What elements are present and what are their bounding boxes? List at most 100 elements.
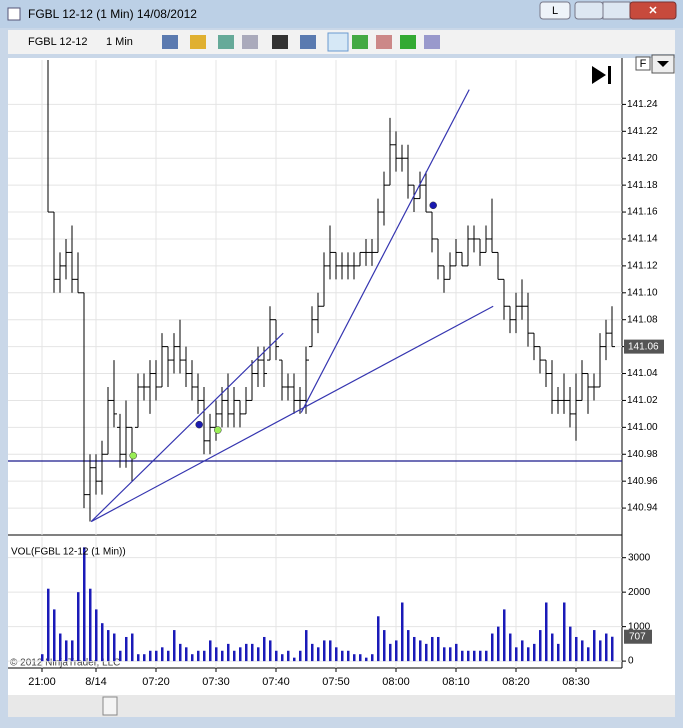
volume-bar xyxy=(485,650,488,662)
volume-bar xyxy=(569,626,572,662)
volume-bar xyxy=(191,654,194,662)
y-tick-label: 141.12 xyxy=(627,261,658,272)
volume-bar xyxy=(299,650,302,662)
volume-bar xyxy=(221,650,224,662)
x-tick-label: 07:50 xyxy=(322,676,350,688)
marker-dot xyxy=(214,426,222,434)
volume-bar xyxy=(455,643,458,662)
volume-bar xyxy=(71,640,74,662)
y-tick-label: 1000 xyxy=(628,621,651,632)
x-tick-label: 08:10 xyxy=(442,676,470,688)
y-tick-label: 141.18 xyxy=(627,180,658,191)
volume-bar xyxy=(41,654,44,662)
volume-bar xyxy=(353,654,356,662)
volume-bar xyxy=(557,643,560,662)
close-icon: ✕ xyxy=(648,5,657,17)
volume-bar xyxy=(323,640,326,662)
indicators-icon[interactable] xyxy=(327,32,349,52)
last-volume-box xyxy=(624,629,652,644)
f-button[interactable] xyxy=(635,56,651,71)
x-tick-label: 07:40 xyxy=(262,676,290,688)
app-icon xyxy=(7,7,21,21)
close-button[interactable] xyxy=(629,1,677,20)
volume-bar xyxy=(149,650,152,662)
volume-bar xyxy=(107,630,110,662)
volume-bar xyxy=(185,647,188,662)
f-button-label: F xyxy=(640,58,647,70)
orders-icon[interactable] xyxy=(400,35,416,49)
instrument-selector[interactable]: FGBL 12-12 xyxy=(28,36,88,48)
minimize-button[interactable] xyxy=(574,1,604,20)
volume-bar xyxy=(599,640,602,662)
volume-bar xyxy=(437,636,440,662)
volume-bar xyxy=(521,640,524,662)
marker-dot xyxy=(129,451,137,460)
window-title: FGBL 12-12 (1 Min) 14/08/2012 xyxy=(28,7,197,21)
volume-bar xyxy=(491,633,494,662)
last-price-label: 141.06 xyxy=(628,341,659,352)
volume-bar xyxy=(461,650,464,662)
volume-bar xyxy=(53,609,56,662)
volume-bar xyxy=(119,650,122,662)
volume-bar xyxy=(473,650,476,662)
volume-bar xyxy=(125,636,128,662)
volume-bar xyxy=(449,647,452,662)
volume-bar xyxy=(527,647,530,662)
volume-bar xyxy=(269,640,272,662)
volume-bar xyxy=(245,643,248,662)
volume-bar xyxy=(275,650,278,662)
x-tick-label: 07:20 xyxy=(142,676,170,688)
remove-icon[interactable] xyxy=(242,35,258,49)
scroll-thumb[interactable] xyxy=(102,696,118,716)
y-tick-label: 141.08 xyxy=(627,314,658,325)
trend-line xyxy=(300,89,470,413)
properties-icon[interactable] xyxy=(376,35,392,49)
volume-bar xyxy=(155,650,158,662)
templates-icon[interactable] xyxy=(424,35,440,49)
volume-bar xyxy=(251,643,254,662)
volume-bar xyxy=(341,650,344,662)
volume-bar xyxy=(377,616,380,662)
volume-bar xyxy=(89,588,92,662)
volume-bar xyxy=(161,647,164,662)
x-tick-label: 21:00 xyxy=(28,676,56,688)
y-tick-label: 141.04 xyxy=(627,368,658,379)
snap-icon[interactable] xyxy=(218,35,234,49)
y-tick-label: 141.16 xyxy=(627,207,658,218)
crosshair-icon[interactable] xyxy=(272,35,288,49)
x-tick-label: 8/14 xyxy=(85,676,106,688)
y-tick-label: 140.94 xyxy=(627,503,658,514)
x-tick-label: 07:30 xyxy=(202,676,230,688)
volume-bar xyxy=(425,643,428,662)
l-button-label: L xyxy=(552,5,558,17)
volume-bar xyxy=(509,633,512,662)
scrollbar[interactable] xyxy=(8,695,675,717)
volume-bar xyxy=(611,636,614,662)
interval-selector[interactable]: 1 Min xyxy=(106,36,133,48)
volume-bar xyxy=(587,647,590,662)
volume-title: VOL(FGBL 12-12 (1 Min)) xyxy=(11,547,126,558)
volume-bar xyxy=(551,633,554,662)
scroll-end-button[interactable] xyxy=(592,66,611,84)
volume-bar xyxy=(239,647,242,662)
trend-line xyxy=(90,332,284,522)
zoom-icon[interactable] xyxy=(300,35,316,49)
volume-bar xyxy=(59,633,62,662)
volume-bar xyxy=(503,609,506,662)
strategies-icon[interactable] xyxy=(352,35,368,49)
volume-bar xyxy=(65,640,68,662)
volume-bar xyxy=(497,626,500,662)
volume-bar xyxy=(443,647,446,662)
y-tick-label: 2000 xyxy=(628,587,651,598)
y-tick-label: 141.20 xyxy=(627,153,658,164)
volume-bar xyxy=(389,643,392,662)
l-button[interactable] xyxy=(539,1,571,20)
volume-bar xyxy=(533,643,536,662)
y-tick-label: 140.98 xyxy=(627,449,658,460)
volume-bar xyxy=(365,657,368,662)
maximize-button[interactable] xyxy=(602,1,631,20)
volume-bar xyxy=(209,640,212,662)
volume-bar xyxy=(383,630,386,662)
bar-type-icon[interactable] xyxy=(162,35,178,49)
drawing-icon[interactable] xyxy=(190,35,206,49)
